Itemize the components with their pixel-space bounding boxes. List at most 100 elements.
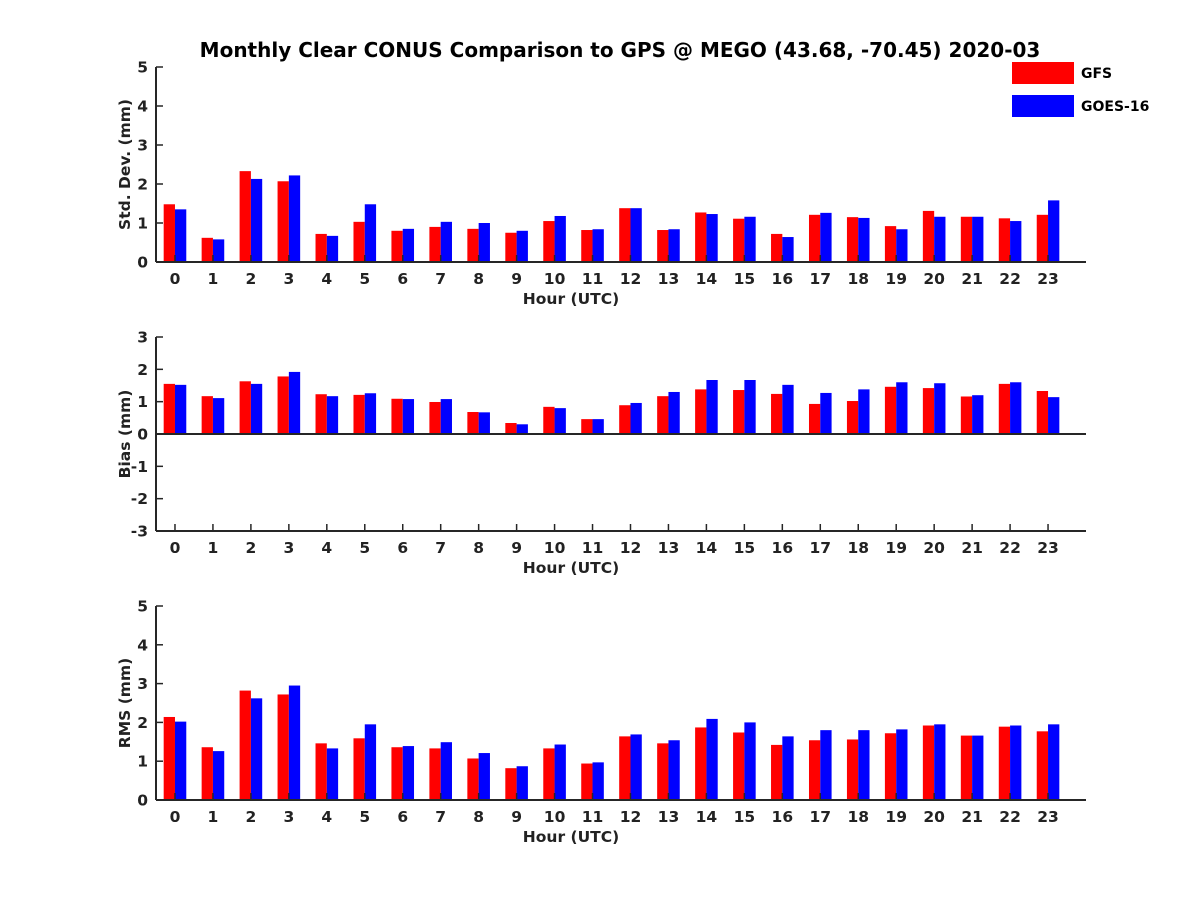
bar-gfs-hour-16: [771, 744, 783, 800]
bar-goes-16-hour-15: [744, 722, 756, 800]
bar-gfs-hour-4: [315, 233, 327, 262]
bar-gfs-hour-2: [239, 690, 251, 800]
bar-gfs-hour-7: [429, 226, 441, 262]
bar-gfs-hour-18: [846, 401, 859, 434]
bar-goes-16-hour-0: [174, 384, 187, 434]
legend-label-gfs: GFS: [1081, 66, 1112, 82]
y-tick-label: 4: [137, 98, 148, 116]
bar-gfs-hour-21: [960, 396, 973, 434]
x-tick-label: 18: [847, 808, 869, 826]
bar-gfs-hour-0: [163, 383, 175, 434]
bar-goes-16-hour-13: [668, 229, 680, 262]
y-tick-label: 1: [137, 753, 148, 771]
bar-gfs-hour-16: [771, 233, 783, 262]
x-tick-label: 18: [847, 539, 869, 557]
bar-gfs-hour-11: [581, 419, 593, 434]
bar-goes-16-hour-1: [212, 751, 225, 800]
bar-gfs-hour-19: [884, 226, 897, 262]
bar-goes-16-hour-22: [1010, 725, 1022, 800]
bar-goes-16-hour-6: [402, 228, 415, 262]
bar-goes-16-hour-2: [250, 383, 263, 434]
x-tick-label: 12: [620, 539, 642, 557]
bar-gfs-hour-16: [771, 393, 783, 434]
bar-goes-16-hour-17: [820, 212, 832, 262]
bar-goes-16-hour-4: [326, 235, 339, 262]
x-tick-label: 1: [208, 808, 219, 826]
bar-gfs-hour-17: [808, 740, 821, 800]
bar-goes-16-hour-13: [668, 740, 680, 800]
bar-goes-16-hour-4: [326, 748, 339, 800]
bar-gfs-hour-9: [505, 768, 517, 800]
bar-goes-16-hour-6: [402, 399, 415, 434]
x-tick-label: 20: [923, 270, 945, 288]
x-tick-label: 0: [170, 808, 181, 826]
x-tick-label: 17: [809, 539, 831, 557]
bar-goes-16-hour-12: [630, 208, 642, 262]
bar-gfs-hour-23: [1036, 391, 1049, 434]
x-tick-label: 12: [620, 808, 642, 826]
bar-goes-16-hour-20: [934, 724, 946, 800]
x-tick-label: 15: [734, 539, 756, 557]
bar-goes-16-hour-11: [592, 419, 604, 434]
legend-label-goes-16: GOES-16: [1081, 99, 1149, 115]
bar-gfs-hour-1: [201, 396, 213, 434]
bar-goes-16-hour-15: [744, 380, 756, 434]
bar-gfs-hour-13: [657, 743, 669, 800]
x-tick-label: 17: [809, 808, 831, 826]
bar-goes-16-hour-22: [1010, 382, 1022, 434]
x-tick-label: 23: [1037, 808, 1059, 826]
bar-gfs-hour-19: [884, 386, 897, 434]
bar-gfs-hour-6: [391, 230, 403, 262]
x-tick-label: 18: [847, 270, 869, 288]
bar-gfs-hour-22: [998, 726, 1011, 800]
bar-goes-16-hour-14: [706, 214, 718, 262]
x-tick-label: 10: [544, 270, 566, 288]
x-tick-label: 11: [582, 270, 604, 288]
bar-gfs-hour-7: [429, 401, 441, 434]
bar-goes-16-hour-21: [972, 735, 984, 800]
bar-goes-16-hour-3: [288, 371, 301, 434]
bar-goes-16-hour-16: [782, 736, 794, 800]
x-tick-label: 5: [359, 539, 370, 557]
x-tick-label: 4: [321, 808, 332, 826]
x-tick-label: 23: [1037, 539, 1059, 557]
x-tick-label: 2: [245, 270, 256, 288]
legend: GFS GOES-16: [1012, 62, 1149, 117]
bar-gfs-hour-15: [733, 390, 745, 434]
x-tick-label: 5: [359, 808, 370, 826]
bar-gfs-hour-13: [657, 396, 669, 434]
bar-gfs-hour-14: [695, 389, 707, 434]
x-tick-label: 17: [809, 270, 831, 288]
bar-gfs-hour-11: [581, 763, 593, 800]
x-tick-label: 7: [435, 539, 446, 557]
x-tick-label: 8: [473, 270, 484, 288]
x-tick-label: 4: [321, 270, 332, 288]
x-tick-label: 12: [620, 270, 642, 288]
x-tick-label: 16: [772, 270, 794, 288]
bar-goes-16-hour-19: [896, 229, 908, 262]
bar-goes-16-hour-10: [554, 744, 566, 800]
x-tick-label: 1: [208, 270, 219, 288]
y-tick-label: -1: [131, 458, 148, 476]
x-axis-label: Hour (UTC): [523, 559, 619, 577]
bar-goes-16-hour-0: [174, 721, 187, 800]
x-tick-label: 14: [696, 270, 718, 288]
bar-goes-16-hour-20: [934, 383, 946, 434]
bar-goes-16-hour-20: [934, 216, 946, 262]
bar-gfs-hour-17: [808, 403, 821, 434]
bar-gfs-hour-12: [619, 405, 631, 434]
x-tick-label: 2: [245, 808, 256, 826]
x-tick-label: 8: [473, 539, 484, 557]
bar-gfs-hour-14: [695, 727, 707, 800]
bar-gfs-hour-18: [846, 739, 859, 800]
y-tick-label: 5: [137, 59, 148, 77]
y-axis-label: Std. Dev. (mm): [116, 99, 134, 230]
bar-gfs-hour-3: [277, 694, 289, 800]
y-tick-label: 2: [137, 361, 148, 379]
x-tick-label: 7: [435, 808, 446, 826]
bar-gfs-hour-1: [201, 237, 213, 262]
x-tick-label: 5: [359, 270, 370, 288]
x-tick-label: 6: [397, 539, 408, 557]
